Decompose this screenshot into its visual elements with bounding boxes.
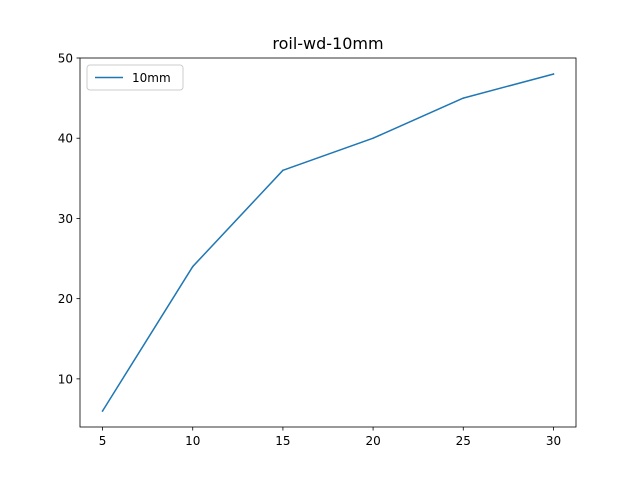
data-point [101, 410, 104, 412]
y-tick-label: 40 [58, 132, 73, 146]
data-point [552, 73, 555, 75]
x-tick-label: 5 [99, 434, 107, 448]
x-tick-label: 25 [456, 434, 471, 448]
x-tick-label: 30 [546, 434, 561, 448]
axes-frame [79, 57, 577, 428]
chart-title: roil-wd-10mm [272, 34, 383, 53]
legend: 10mm [86, 64, 184, 91]
data-point [372, 137, 374, 139]
data-point [282, 169, 284, 172]
y-tick-label: 50 [58, 52, 73, 66]
plot-area [101, 73, 555, 412]
y-tick-label: 10 [58, 372, 73, 386]
x-tick-label: 10 [185, 434, 200, 448]
data-point [191, 265, 194, 268]
y-tick-label: 20 [58, 292, 73, 306]
series-line-0 [101, 73, 555, 412]
legend-box [86, 64, 184, 91]
x-tick-label: 20 [365, 434, 380, 448]
axes: 5 10 15 20 25 30 10 20 30 40 50 [58, 52, 577, 448]
data-point [462, 97, 465, 99]
y-tick-label: 30 [58, 212, 73, 226]
x-tick-label: 15 [275, 434, 290, 448]
legend-label: 10mm [132, 71, 171, 85]
